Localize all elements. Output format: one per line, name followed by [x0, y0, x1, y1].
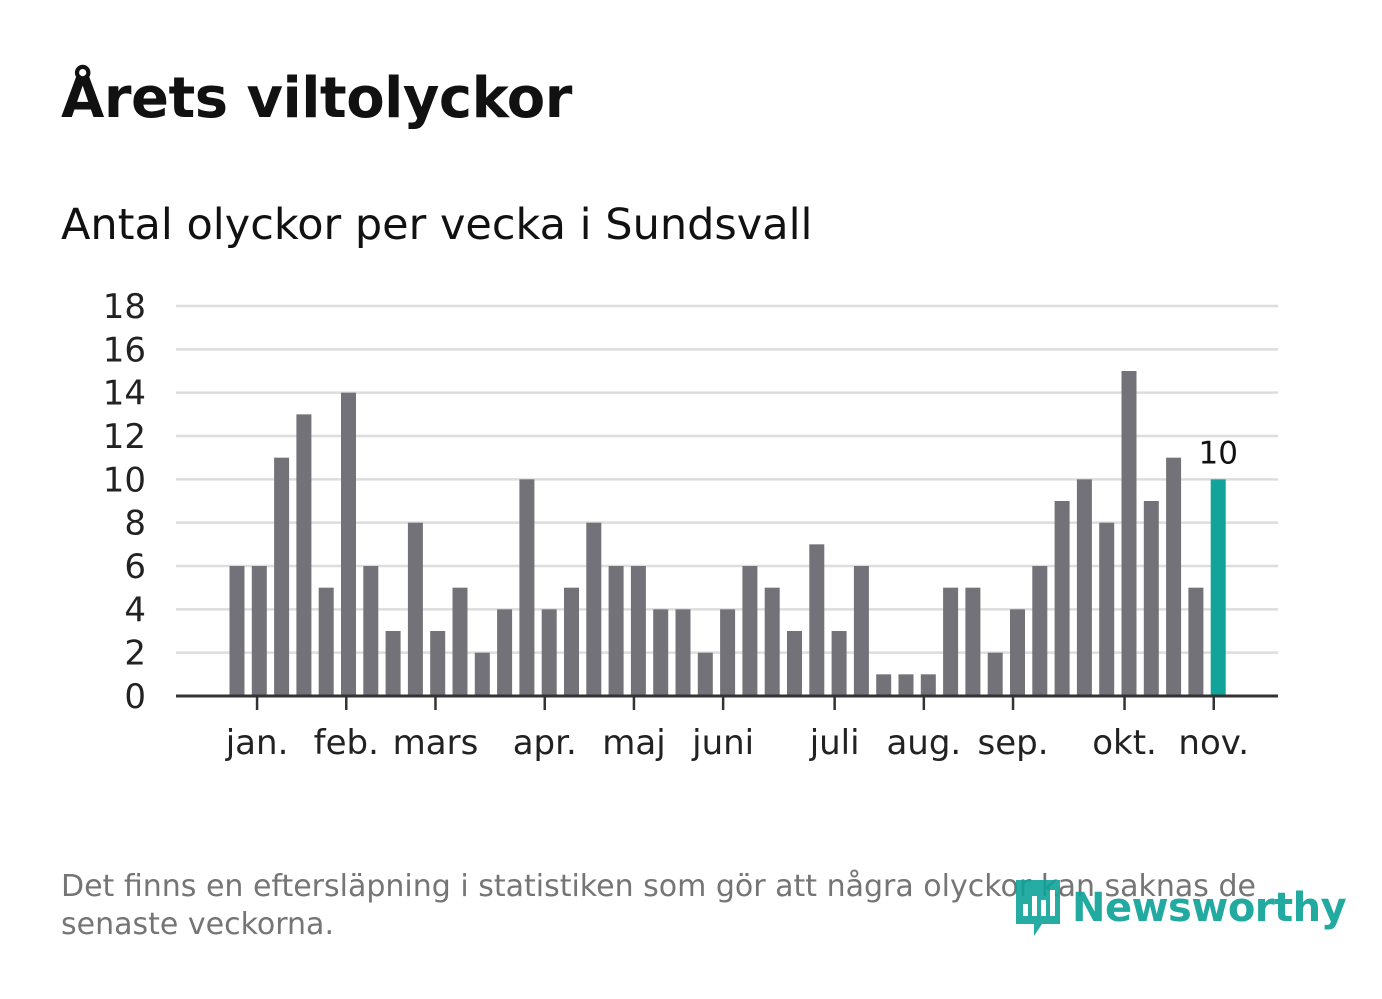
y-tick-label: 14 [103, 374, 146, 414]
bar [1010, 609, 1025, 696]
bar [876, 674, 892, 696]
bar [1099, 522, 1115, 696]
y-tick-label: 12 [103, 417, 146, 457]
bar [608, 566, 624, 696]
bar [430, 631, 446, 696]
bar [630, 566, 646, 696]
y-tick-label: 10 [103, 460, 146, 500]
bar [943, 587, 959, 696]
bar [1143, 501, 1159, 696]
bar [474, 652, 490, 696]
bar [1032, 566, 1048, 696]
bar [697, 652, 713, 696]
bar [586, 522, 602, 696]
bar [720, 609, 736, 696]
bar [1188, 587, 1204, 696]
bar [452, 587, 468, 696]
bar [1121, 371, 1137, 696]
y-tick-label: 4 [124, 590, 146, 630]
chart-title: Årets viltolyckor [61, 66, 572, 131]
y-tick-label: 16 [103, 330, 146, 370]
bar [251, 566, 267, 696]
bar [787, 631, 802, 696]
bar [318, 587, 334, 696]
x-tick-label: maj [602, 723, 665, 763]
brand: Newsworthy [1012, 876, 1347, 940]
y-tick-label: 18 [103, 287, 146, 327]
bar [653, 609, 669, 696]
data-labels: 10 [1198, 435, 1237, 471]
y-tick-label: 6 [124, 547, 146, 587]
bar [564, 587, 579, 696]
x-tick-label: juli [809, 723, 860, 763]
bar [809, 544, 825, 696]
bar [920, 674, 936, 696]
x-tick-label: apr. [513, 723, 577, 763]
y-tick-label: 8 [124, 504, 146, 544]
bar [764, 587, 780, 696]
bar [1054, 501, 1070, 696]
bar [274, 457, 290, 696]
bar [363, 566, 379, 696]
x-tick-label: aug. [886, 723, 961, 763]
bar [831, 631, 847, 696]
bar [675, 609, 691, 696]
bar [385, 631, 401, 696]
y-tick-label: 2 [124, 634, 146, 674]
bar [987, 652, 1003, 696]
bar [541, 609, 557, 696]
x-tick-label: sep. [978, 723, 1049, 763]
bar [407, 522, 423, 696]
bar [853, 566, 869, 696]
grid-lines [176, 304, 1278, 654]
bar [965, 587, 981, 696]
chart-subtitle: Antal olyckor per vecka i Sundsvall [61, 200, 813, 250]
bar [229, 566, 245, 696]
newsworthy-logo-icon [1012, 876, 1064, 940]
x-tick-label: mars [393, 723, 479, 763]
highlight-data-label: 10 [1198, 435, 1237, 471]
x-tick-label: jan. [225, 723, 289, 763]
x-tick-label: nov. [1178, 723, 1249, 763]
brand-name: Newsworthy [1072, 885, 1347, 931]
bar [341, 392, 356, 696]
bar [1166, 457, 1182, 696]
bar [898, 674, 914, 696]
highlighted-bar [1210, 479, 1226, 696]
x-tick-label: juni [691, 723, 754, 763]
bar [296, 414, 312, 696]
bars [229, 371, 1226, 696]
x-axis-ticks: jan. feb. mars apr. maj juni juli aug. sep. okt. n… [225, 696, 1249, 763]
x-tick-label: okt. [1092, 723, 1157, 763]
bar [1076, 479, 1092, 696]
y-tick-label: 0 [124, 677, 146, 717]
bar [497, 609, 513, 696]
x-tick-label: feb. [314, 723, 379, 763]
bar [519, 479, 535, 696]
bar [742, 566, 758, 696]
